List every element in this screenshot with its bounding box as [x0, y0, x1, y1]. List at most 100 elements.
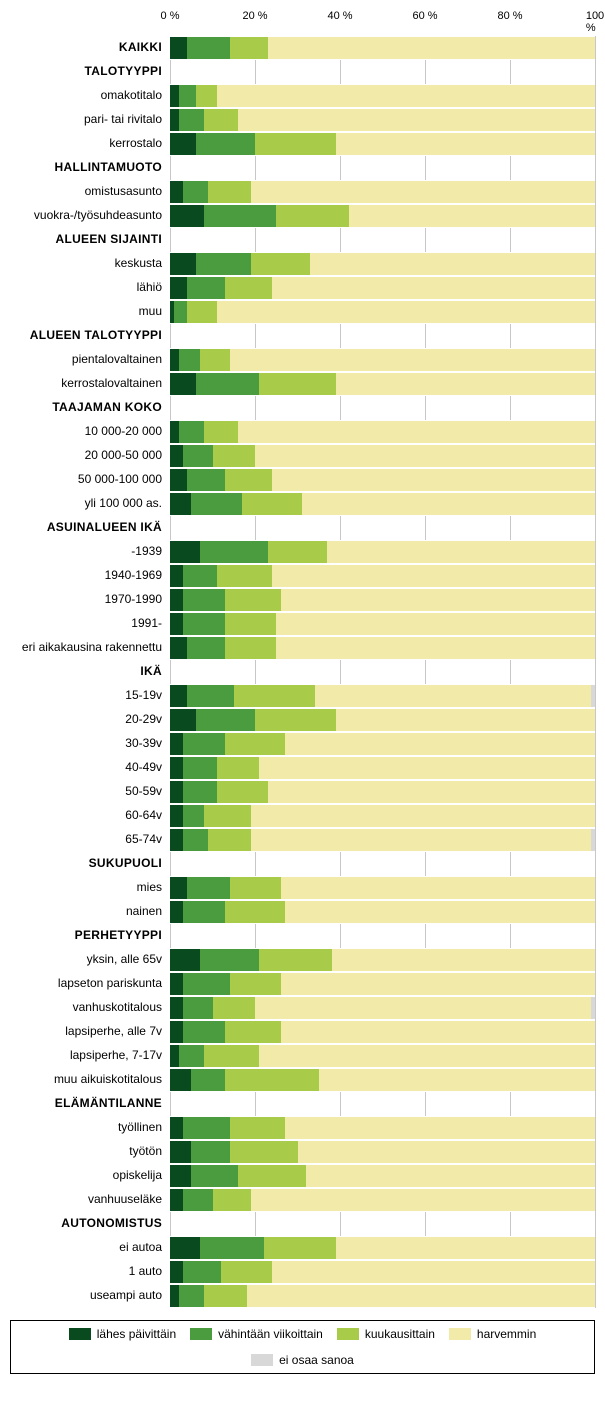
category-header-row: AUTONOMISTUS: [10, 1212, 595, 1236]
bar-segment: [204, 109, 238, 131]
bar-cell: [170, 1164, 595, 1188]
row-label: yli 100 000 as.: [10, 492, 170, 516]
legend-label: kuukausittain: [365, 1327, 435, 1341]
bar-cell: [170, 156, 595, 180]
bar-segment: [251, 829, 591, 851]
bar-segment: [315, 685, 591, 707]
bar-cell: [170, 108, 595, 132]
bar-segment: [183, 589, 226, 611]
bar-cell: [170, 1188, 595, 1212]
bar-segment: [255, 445, 595, 467]
row-label: KAIKKI: [10, 36, 170, 60]
row-label: AUTONOMISTUS: [10, 1212, 170, 1236]
data-row: lapseton pariskunta: [10, 972, 595, 996]
bar-cell: [170, 1092, 595, 1116]
legend-item: harvemmin: [449, 1327, 536, 1341]
legend: lähes päivittäinvähintään viikoittainkuu…: [10, 1320, 595, 1374]
row-label: pari- tai rivitalo: [10, 108, 170, 132]
bar-segment: [196, 85, 217, 107]
bar-segment: [179, 109, 205, 131]
bar-segment: [272, 277, 595, 299]
bar-segment: [225, 637, 276, 659]
bar-cell: [170, 972, 595, 996]
bar-cell: [170, 540, 595, 564]
data-row: 40-49v: [10, 756, 595, 780]
bar-segment: [251, 1189, 595, 1211]
bar-segment: [183, 829, 209, 851]
axis-tick: 20 %: [242, 10, 267, 22]
bar-cell: [170, 348, 595, 372]
bar-segment: [170, 733, 183, 755]
bar-stack: [170, 348, 595, 372]
bar-cell: [170, 588, 595, 612]
x-axis: 0 %20 %40 %60 %80 %100 %: [10, 10, 595, 36]
bar-segment: [281, 1021, 596, 1043]
bar-segment: [230, 349, 596, 371]
bar-segment: [179, 1285, 205, 1307]
bar-segment: [281, 589, 596, 611]
bar-segment: [217, 301, 595, 323]
bar-segment: [179, 349, 200, 371]
bar-segment: [187, 301, 217, 323]
bar-cell: [170, 204, 595, 228]
bar-cell: [170, 1236, 595, 1260]
bar-segment: [204, 1045, 259, 1067]
bar-segment: [170, 685, 187, 707]
row-label: mies: [10, 876, 170, 900]
bar-cell: [170, 36, 595, 60]
bar-segment: [183, 805, 204, 827]
bar-segment: [196, 709, 256, 731]
row-label: 50 000-100 000: [10, 468, 170, 492]
bar-segment: [268, 37, 595, 59]
bar-cell: [170, 708, 595, 732]
bar-segment: [170, 877, 187, 899]
bar-segment: [225, 277, 272, 299]
bar-segment: [170, 445, 183, 467]
data-row: 20-29v: [10, 708, 595, 732]
bar-segment: [170, 613, 183, 635]
data-row: vuokra-/työsuhdeasunto: [10, 204, 595, 228]
bar-segment: [170, 637, 187, 659]
bar-segment: [187, 37, 230, 59]
bar-cell: [170, 180, 595, 204]
data-row: 1 auto: [10, 1260, 595, 1284]
legend-item: lähes päivittäin: [69, 1327, 176, 1341]
bar-segment: [183, 1261, 221, 1283]
bar-stack: [170, 828, 595, 852]
bar-segment: [281, 973, 596, 995]
legend-swatch: [251, 1354, 273, 1366]
bar-stack: [170, 372, 595, 396]
axis-tick: 80 %: [497, 10, 522, 22]
bar-segment: [170, 373, 196, 395]
bar-cell: [170, 852, 595, 876]
bar-stack: [170, 1260, 595, 1284]
bar-segment: [272, 565, 595, 587]
data-row: pientalovaltainen: [10, 348, 595, 372]
bar-stack: [170, 1020, 595, 1044]
bar-segment: [259, 949, 331, 971]
bar-segment: [183, 1021, 226, 1043]
row-label: 20 000-50 000: [10, 444, 170, 468]
bar-cell: [170, 756, 595, 780]
bar-cell: [170, 924, 595, 948]
row-label: 30-39v: [10, 732, 170, 756]
row-label: 1991-: [10, 612, 170, 636]
row-label: ASUINALUEEN IKÄ: [10, 516, 170, 540]
row-label: 1 auto: [10, 1260, 170, 1284]
bar-stack: [170, 804, 595, 828]
legend-swatch: [69, 1328, 91, 1340]
bar-cell: [170, 60, 595, 84]
bar-segment: [170, 109, 179, 131]
bar-stack: [170, 1044, 595, 1068]
bar-segment: [281, 877, 596, 899]
bar-segment: [170, 1069, 191, 1091]
row-label: työtön: [10, 1140, 170, 1164]
bar-segment: [170, 949, 200, 971]
bar-segment: [170, 421, 179, 443]
row-label: ei autoa: [10, 1236, 170, 1260]
bar-stack: [170, 1236, 595, 1260]
row-label: 50-59v: [10, 780, 170, 804]
bar-cell: [170, 252, 595, 276]
data-row: -1939: [10, 540, 595, 564]
bar-segment: [170, 1165, 191, 1187]
